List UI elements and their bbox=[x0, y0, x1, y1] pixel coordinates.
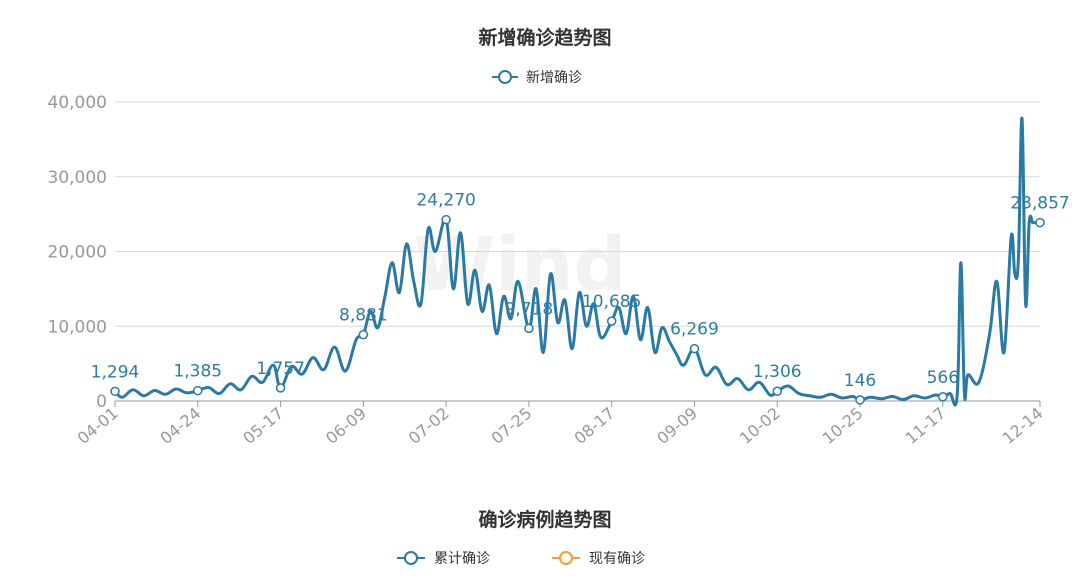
data-label: 1,294 bbox=[91, 362, 140, 382]
legend-item-cumulative[interactable]: 累计确诊 bbox=[397, 551, 490, 567]
y-tick-label: 20,000 bbox=[48, 243, 107, 263]
legend-item-new-cases[interactable]: 新增确诊 bbox=[492, 70, 582, 86]
data-label: 1,385 bbox=[173, 362, 222, 382]
x-axis: 04-01 04-24 05-17 06-09 07-02 07-25 08-17 09-09… bbox=[74, 401, 1047, 448]
data-label: 1,306 bbox=[753, 362, 802, 382]
data-point[interactable] bbox=[606, 316, 617, 326]
legend-marker-icon bbox=[404, 551, 418, 565]
data-point[interactable] bbox=[441, 214, 451, 225]
legend-label-new-cases: 新增确诊 bbox=[526, 70, 582, 86]
data-point[interactable] bbox=[524, 323, 534, 334]
data-point[interactable] bbox=[110, 386, 120, 397]
data-label: 6,269 bbox=[670, 320, 719, 340]
x-tick-label: 04-24 bbox=[157, 404, 205, 448]
x-tick-label: 05-17 bbox=[239, 404, 287, 448]
data-point[interactable] bbox=[772, 386, 783, 396]
data-point[interactable] bbox=[938, 392, 948, 402]
data-point[interactable] bbox=[689, 343, 700, 354]
grid bbox=[115, 101, 1040, 402]
y-axis: 0 10,000 20,000 30,000 40,000 bbox=[48, 93, 107, 412]
legend-marker-icon bbox=[559, 551, 573, 565]
x-tick-label: 09-09 bbox=[653, 404, 701, 448]
x-tick-label: 07-25 bbox=[488, 404, 536, 448]
data-label: 24,270 bbox=[416, 191, 475, 211]
y-tick-label: 40,000 bbox=[48, 93, 107, 113]
x-tick-label: 10-25 bbox=[819, 404, 867, 448]
legend-label-active: 现有确诊 bbox=[589, 551, 645, 567]
data-markers bbox=[110, 214, 1045, 405]
x-tick-label: 08-17 bbox=[570, 404, 618, 448]
legend-item-active[interactable]: 现有确诊 bbox=[552, 551, 645, 567]
x-tick-label: 12-14 bbox=[999, 404, 1047, 448]
data-label: 9,718 bbox=[505, 299, 554, 319]
data-label: 1,757 bbox=[256, 359, 305, 379]
data-point[interactable] bbox=[855, 395, 865, 405]
x-tick-label: 10-02 bbox=[736, 404, 784, 448]
data-label: 10,685 bbox=[582, 292, 641, 312]
chart2-title: 确诊病例趋势图 bbox=[478, 508, 611, 531]
series-new-cases bbox=[113, 116, 1040, 407]
y-tick-label: 10,000 bbox=[48, 317, 107, 337]
data-label: 23,857 bbox=[1010, 194, 1069, 214]
y-tick-label: 0 bbox=[96, 392, 107, 412]
y-tick-label: 30,000 bbox=[48, 168, 107, 188]
data-point[interactable] bbox=[358, 329, 369, 340]
data-point[interactable] bbox=[193, 385, 203, 396]
x-tick-label: 11-17 bbox=[902, 404, 950, 448]
data-point[interactable] bbox=[275, 383, 286, 393]
data-label: 566 bbox=[927, 368, 959, 388]
x-tick-label: 07-02 bbox=[405, 404, 453, 448]
series-line bbox=[113, 116, 1040, 407]
data-labels: 1,294 1,385 1,757 8,881 24,270 9,718 10,685 6,2… bbox=[91, 191, 1070, 391]
data-label: 8,881 bbox=[339, 306, 388, 326]
legend-marker-icon bbox=[498, 70, 512, 84]
x-tick-label: 06-09 bbox=[322, 404, 370, 448]
chart-title: 新增确诊趋势图 bbox=[478, 26, 611, 49]
data-label: 146 bbox=[844, 371, 876, 391]
legend-label-cumulative: 累计确诊 bbox=[434, 551, 490, 567]
data-point[interactable] bbox=[1035, 217, 1045, 228]
